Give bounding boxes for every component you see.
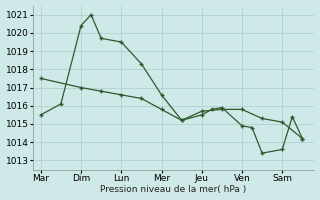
- X-axis label: Pression niveau de la mer( hPa ): Pression niveau de la mer( hPa ): [100, 185, 247, 194]
